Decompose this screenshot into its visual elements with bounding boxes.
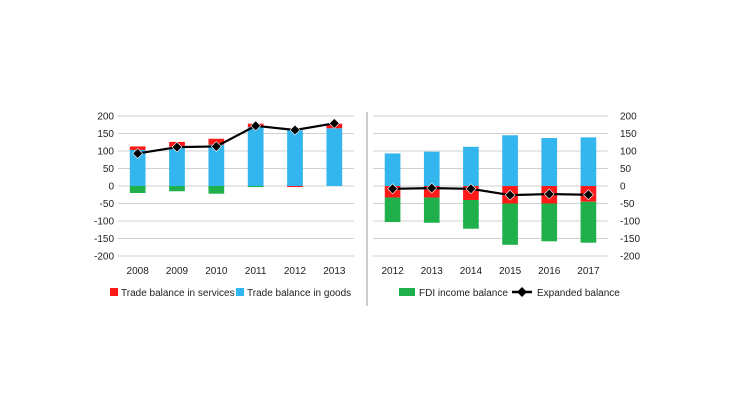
bar-goods bbox=[384, 153, 401, 186]
point-expanded bbox=[465, 183, 477, 195]
y-tick-label: 50 bbox=[103, 164, 115, 175]
x-tick-label: 2009 bbox=[166, 266, 189, 277]
legend-left: Trade balance in services Trade balance … bbox=[110, 288, 351, 299]
left-panel: 200 150 100 50 0 -50 -100 -150 -200 2008 2009 2010 2… bbox=[94, 112, 354, 277]
bar-goods bbox=[463, 146, 479, 186]
x-tick-label: 2010 bbox=[205, 266, 228, 277]
x-tick-label: 2012 bbox=[284, 266, 307, 277]
right-panel: 200 150 100 50 0 -50 -100 -150 -200 2012 2013 2014 2… bbox=[373, 112, 640, 277]
bar-goods bbox=[247, 127, 264, 186]
bar-goods bbox=[541, 138, 558, 186]
legend-label-fdi: FDI income balance bbox=[419, 288, 508, 299]
series-line-expanded bbox=[137, 122, 335, 155]
x-tick-label: 2016 bbox=[538, 266, 561, 277]
point-expanded bbox=[289, 124, 301, 136]
y-tick-label: -100 bbox=[620, 217, 640, 228]
y-tick-label: 200 bbox=[620, 112, 637, 123]
x-tick-label: 2014 bbox=[460, 266, 483, 277]
x-tick-label: 2017 bbox=[577, 266, 600, 277]
point-expanded bbox=[132, 148, 144, 159]
legend-right: FDI income balance Expanded balance bbox=[399, 287, 620, 299]
y-tick-label: 50 bbox=[620, 164, 632, 175]
legend-label-goods: Trade balance in goods bbox=[247, 288, 351, 299]
y-tick-label: -50 bbox=[100, 199, 115, 210]
legend-label-expanded: Expanded balance bbox=[537, 288, 620, 299]
bar-fdi bbox=[208, 186, 225, 194]
series-line-expanded bbox=[392, 187, 589, 197]
y-tick-label: -150 bbox=[94, 234, 114, 245]
y-tick-label: -50 bbox=[620, 199, 635, 210]
x-tick-label: 2015 bbox=[499, 266, 522, 277]
legend-marker-expanded bbox=[517, 287, 527, 297]
point-expanded bbox=[387, 183, 398, 195]
x-tick-label: 2013 bbox=[323, 266, 346, 277]
y-tick-label: 0 bbox=[620, 182, 626, 193]
x-tick-label: 2011 bbox=[245, 266, 267, 277]
y-tick-label: 100 bbox=[620, 147, 637, 158]
bar-fdi bbox=[541, 203, 558, 242]
bar-goods bbox=[502, 135, 518, 186]
y-tick-label: -100 bbox=[94, 217, 114, 228]
bar-fdi bbox=[129, 186, 146, 193]
point-expanded bbox=[210, 141, 222, 152]
point-expanded bbox=[426, 182, 438, 194]
bar-fdi bbox=[502, 203, 518, 245]
y-tick-label: 150 bbox=[620, 129, 637, 140]
bar-fdi bbox=[463, 200, 479, 229]
x-tick-label: 2013 bbox=[421, 266, 444, 277]
legend-swatch-fdi bbox=[399, 288, 415, 296]
bar-fdi bbox=[423, 197, 440, 223]
bar-goods bbox=[423, 151, 440, 186]
point-expanded bbox=[543, 188, 555, 200]
y-tick-label: 0 bbox=[108, 182, 114, 193]
bar-fdi bbox=[580, 201, 597, 243]
bar-fdi bbox=[169, 186, 185, 192]
y-tick-label: 150 bbox=[97, 129, 114, 140]
point-expanded bbox=[250, 120, 262, 132]
y-tick-label: -200 bbox=[620, 252, 640, 263]
y-tick-label: -200 bbox=[94, 252, 114, 263]
point-expanded bbox=[171, 141, 183, 153]
bar-goods bbox=[326, 128, 343, 186]
bar-goods bbox=[208, 144, 225, 186]
legend-swatch-services bbox=[110, 288, 118, 296]
bar-goods bbox=[169, 146, 185, 186]
y-tick-label: -150 bbox=[620, 234, 640, 245]
bar-fdi bbox=[247, 186, 264, 188]
bar-goods bbox=[129, 149, 146, 186]
legend-label-services: Trade balance in services bbox=[121, 288, 235, 299]
bar-goods bbox=[580, 137, 597, 186]
legend-swatch-goods bbox=[236, 288, 244, 296]
bar-fdi bbox=[384, 197, 401, 223]
bar-services bbox=[287, 186, 303, 188]
x-tick-label: 2008 bbox=[127, 266, 150, 277]
y-tick-label: 200 bbox=[97, 112, 114, 123]
bar-goods bbox=[287, 130, 303, 186]
y-tick-label: 100 bbox=[97, 147, 114, 158]
point-expanded bbox=[328, 117, 340, 129]
point-expanded bbox=[504, 189, 516, 201]
point-expanded bbox=[583, 189, 594, 201]
x-tick-label: 2012 bbox=[381, 266, 404, 277]
